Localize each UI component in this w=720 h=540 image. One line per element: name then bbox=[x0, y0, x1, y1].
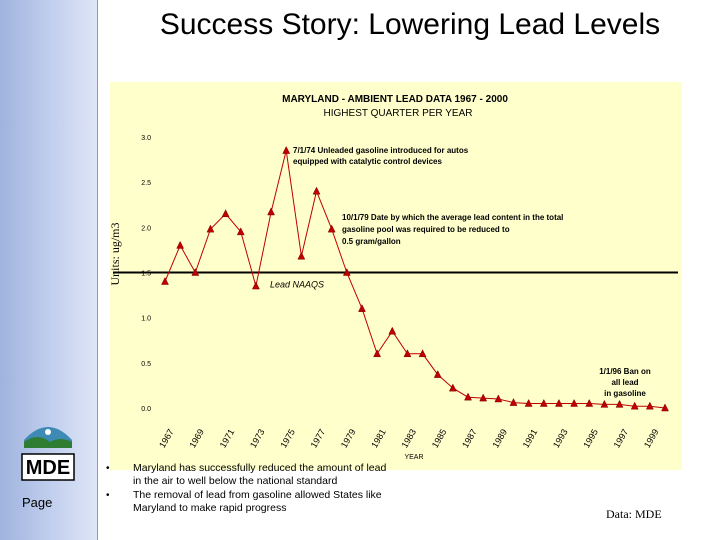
bullet-item: The removal of lead from gasoline allowe… bbox=[106, 489, 396, 515]
sidebar-divider bbox=[97, 0, 98, 540]
slide-title: Success Story: Lowering Lead Levels bbox=[159, 8, 661, 41]
data-source: Data: MDE bbox=[606, 507, 662, 521]
logo-text: MDE bbox=[26, 457, 70, 479]
bullet-list: Maryland has successfully reduced the am… bbox=[106, 462, 396, 516]
y-axis-label: Units: ug/m3 bbox=[108, 222, 122, 286]
bullet-item: Maryland has successfully reduced the am… bbox=[106, 462, 396, 488]
chart-panel bbox=[110, 82, 682, 470]
sidebar-background bbox=[0, 0, 98, 540]
page-label: Page bbox=[22, 495, 53, 510]
mde-logo: MDE bbox=[21, 427, 75, 481]
